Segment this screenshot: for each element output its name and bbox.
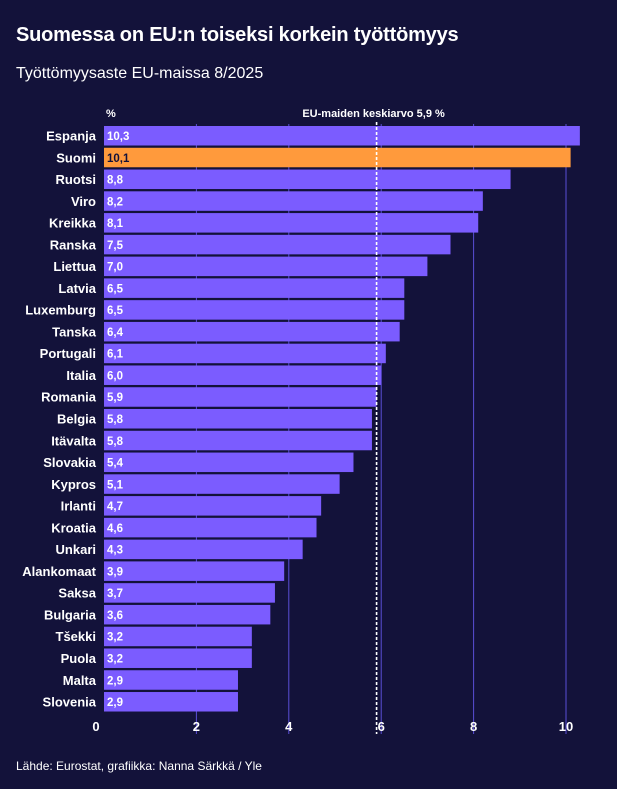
x-tick-label: 8 — [470, 719, 477, 734]
bar — [104, 474, 340, 494]
value-label: 3,9 — [107, 566, 123, 578]
bar — [104, 670, 238, 690]
category-label: Ranska — [50, 237, 97, 252]
value-label: 6,5 — [107, 283, 124, 295]
value-label: 2,9 — [107, 675, 123, 687]
x-tick-label: 10 — [559, 719, 573, 734]
bar — [104, 648, 252, 668]
category-label: Bulgaria — [44, 607, 97, 622]
category-label: Ruotsi — [56, 172, 96, 187]
bar — [104, 387, 377, 407]
bar — [104, 169, 511, 190]
source-note: Lähde: Eurostat, grafiikka: Nanna Särkkä… — [16, 759, 262, 773]
bar — [104, 300, 405, 320]
value-label: 10,1 — [107, 153, 130, 165]
value-label: 7,5 — [107, 240, 124, 252]
category-label: Kroatia — [51, 520, 97, 535]
x-tick-label: 4 — [285, 719, 293, 734]
bar — [104, 365, 382, 385]
chart-title: Suomessa on EU:n toiseksi korkein työttö… — [16, 24, 459, 46]
value-label: 8,8 — [107, 175, 124, 187]
category-label: Luxemburg — [25, 303, 96, 318]
value-label: 8,1 — [107, 218, 124, 230]
category-label: Saksa — [58, 586, 96, 601]
bar — [104, 604, 271, 625]
category-label: Slovenia — [43, 695, 97, 710]
category-label: Alankomaat — [22, 564, 96, 579]
bar — [104, 191, 483, 211]
category-label: Belgia — [57, 412, 97, 427]
category-label: Itävalta — [51, 433, 97, 448]
x-tick-label: 6 — [378, 719, 385, 734]
bar — [104, 430, 372, 451]
bar — [104, 126, 580, 146]
value-label: 5,1 — [107, 479, 124, 491]
average-label: EU-maiden keskiarvo 5,9 % — [302, 108, 445, 120]
value-label: 5,4 — [107, 458, 124, 470]
category-label: Irlanti — [61, 499, 96, 514]
value-label: 6,4 — [107, 327, 124, 339]
value-label: 5,8 — [107, 436, 124, 448]
value-label: 8,2 — [107, 196, 123, 208]
bar — [104, 496, 322, 516]
bar — [104, 452, 354, 473]
chart-subtitle: Työttömyysaste EU-maissa 8/2025 — [16, 65, 264, 82]
category-label: Portugali — [40, 346, 96, 361]
value-label: 2,9 — [107, 697, 123, 709]
bar — [104, 234, 451, 255]
category-label: Viro — [71, 194, 96, 209]
value-label: 7,0 — [107, 262, 123, 274]
category-label: Malta — [63, 673, 97, 688]
category-label: Tšekki — [56, 629, 96, 644]
category-label: Espanja — [46, 129, 97, 144]
bars — [104, 126, 580, 712]
category-label: Puola — [61, 651, 97, 666]
bar-highlight — [104, 147, 571, 168]
value-label: 3,2 — [107, 653, 123, 665]
value-label: 3,7 — [107, 588, 123, 600]
bar — [104, 517, 317, 538]
value-label: 6,1 — [107, 349, 124, 361]
value-label: 5,8 — [107, 414, 124, 426]
bar — [104, 539, 303, 560]
category-label: Italia — [66, 368, 96, 383]
value-label: 4,7 — [107, 501, 123, 513]
bar — [104, 409, 372, 429]
bar — [104, 278, 405, 298]
category-label: Liettua — [53, 259, 96, 274]
value-label: 10,3 — [107, 131, 129, 143]
value-label: 3,2 — [107, 632, 123, 644]
category-label: Romania — [41, 390, 97, 405]
bar — [104, 626, 252, 647]
value-label: 6,0 — [107, 370, 123, 382]
category-label: Tanska — [52, 324, 97, 339]
bar — [104, 256, 428, 277]
bar — [104, 343, 386, 364]
labels: 0 2 4 6 8 10% Espanja 10,3 Suomi 10,1 Ruotsi 8,8 Vir… — [22, 108, 573, 734]
bar — [104, 321, 400, 342]
bar — [104, 213, 479, 233]
value-label: 5,9 — [107, 392, 123, 404]
category-label: Suomi — [56, 150, 96, 165]
category-label: Kreikka — [49, 216, 97, 231]
category-label: Slovakia — [43, 455, 97, 470]
category-label: Latvia — [58, 281, 96, 296]
value-label: 4,3 — [107, 545, 123, 557]
bar — [104, 561, 285, 581]
bar — [104, 692, 238, 712]
bar — [104, 583, 275, 603]
x-tick-label: 0 — [92, 719, 99, 734]
category-label: Unkari — [56, 542, 96, 557]
value-label: 3,6 — [107, 610, 123, 622]
value-label: 6,5 — [107, 305, 124, 317]
x-tick-label: 2 — [193, 719, 200, 734]
category-label: Kypros — [51, 477, 96, 492]
unit-label: % — [106, 108, 116, 120]
value-label: 4,6 — [107, 523, 123, 535]
